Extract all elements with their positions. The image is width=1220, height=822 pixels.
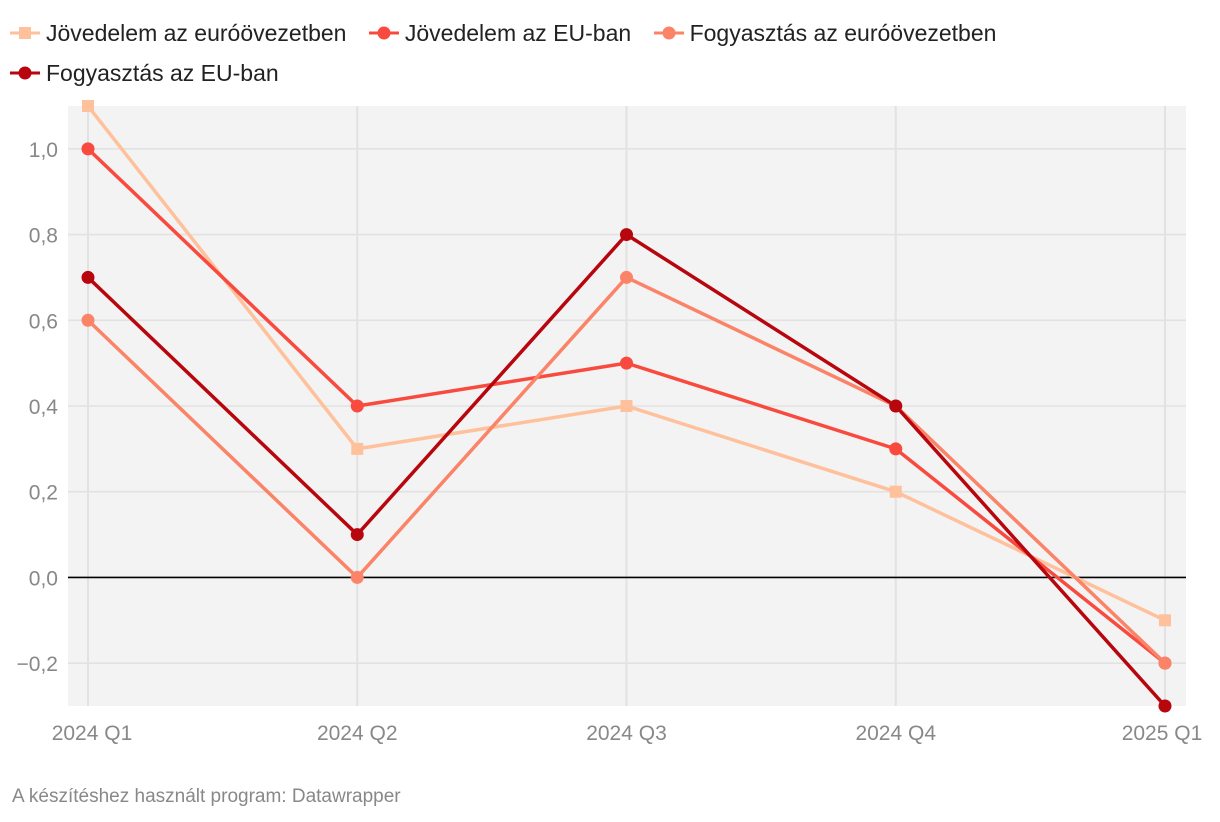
y-tick-label: 0,2 [29, 482, 58, 505]
footer-credit: A készítéshez használt program: Datawrap… [12, 786, 401, 807]
x-tick-label: 2024 Q2 [317, 722, 398, 745]
y-tick-label: −0,2 [17, 653, 58, 676]
data-point-circle [350, 570, 364, 584]
data-point-circle [81, 313, 95, 327]
data-point-square [889, 485, 902, 498]
x-tick-label: 2024 Q3 [586, 722, 667, 745]
legend-square-marker-icon [10, 26, 40, 39]
data-point-square [351, 442, 364, 455]
legend-label: Jövedelem az euróövezetben [46, 19, 347, 46]
data-point-square [620, 400, 633, 412]
y-tick-label: 0,8 [29, 225, 58, 248]
series-markers [81, 100, 1172, 713]
y-tick-label: 0,4 [29, 396, 59, 419]
legend-label: Fogyasztás az EU-ban [46, 59, 279, 86]
data-point-square [82, 100, 94, 112]
legend-item-jovedelem-eu: Jövedelem az EU-ban [368, 12, 632, 52]
legend-circle-marker-icon [368, 26, 399, 40]
legend-label: Fogyasztás az euróövezetben [689, 19, 997, 46]
legend: Jövedelem az euróövezetben Jövedelem az … [10, 12, 1210, 92]
data-point-square [1159, 614, 1171, 627]
legend-circle-marker-icon [10, 66, 40, 80]
data-point-circle [889, 442, 903, 456]
y-tick-label: 1,0 [29, 139, 58, 162]
legend-circle-marker-icon [653, 26, 684, 40]
legend-label: Jövedelem az EU-ban [404, 19, 632, 46]
y-axis-ticks: −0,2 0,0 0,2 0,4 0,6 0,8 1,0 [17, 139, 59, 676]
data-point-circle [81, 270, 95, 284]
data-point-circle [620, 270, 633, 284]
data-point-circle [620, 228, 633, 242]
data-point-circle [889, 399, 903, 413]
data-point-circle [350, 399, 364, 413]
x-axis-ticks: 2024 Q1 2024 Q2 2024 Q3 2024 Q4 2025 Q1 [52, 722, 1203, 745]
gridlines [68, 106, 1186, 706]
y-tick-label: 0,6 [29, 310, 58, 333]
data-point-circle [620, 356, 633, 370]
legend-item-jovedelem-euroovezet: Jövedelem az euróövezetben [10, 12, 346, 52]
line-chart: −0,20,00,20,40,60,81,0 2024 Q1 2024 Q2 202… [17, 100, 1203, 745]
y-tick-label: 0,0 [29, 567, 58, 590]
data-point-circle [81, 142, 95, 156]
legend-item-fogyasztas-euroovezet: Fogyasztás az euróövezetben [653, 12, 997, 52]
x-tick-label: 2025 Q1 [1122, 722, 1203, 745]
data-point-circle [350, 528, 364, 542]
data-point-circle [1158, 699, 1172, 713]
x-tick-label: 2024 Q1 [52, 722, 133, 745]
x-tick-label: 2024 Q4 [855, 722, 936, 745]
data-point-circle [1158, 656, 1172, 670]
legend-item-fogyasztas-eu: Fogyasztás az EU-ban [10, 52, 279, 92]
